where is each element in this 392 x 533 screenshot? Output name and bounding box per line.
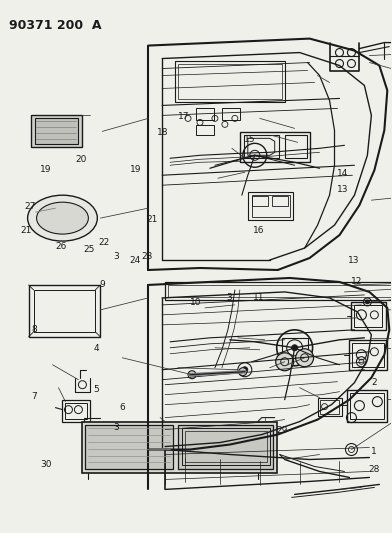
Text: 30: 30: [40, 460, 51, 469]
Bar: [168, 285, 392, 297]
Circle shape: [365, 300, 369, 304]
Bar: [175, 61, 285, 102]
Circle shape: [296, 349, 314, 367]
Text: 18: 18: [157, 128, 169, 137]
Bar: [62, 400, 91, 422]
Text: 15: 15: [244, 135, 256, 144]
Text: 1: 1: [371, 447, 377, 456]
Bar: [65, 402, 87, 418]
Text: 21: 21: [20, 226, 32, 235]
Text: 11: 11: [253, 293, 264, 302]
Bar: [354, 305, 382, 327]
Bar: [222, 108, 240, 120]
Bar: [272, 196, 288, 206]
Text: 23: 23: [142, 253, 153, 261]
Text: 9: 9: [100, 279, 105, 288]
Bar: [318, 398, 343, 416]
Text: 19: 19: [40, 165, 51, 174]
Text: 29: 29: [276, 426, 288, 435]
Bar: [178, 63, 282, 100]
Text: 12: 12: [350, 277, 362, 286]
Text: 10: 10: [189, 298, 201, 307]
Bar: [352, 343, 384, 367]
Bar: [182, 427, 270, 465]
Bar: [34, 290, 95, 332]
Circle shape: [292, 345, 298, 351]
Bar: [248, 192, 293, 220]
Text: 24: 24: [130, 256, 141, 264]
Text: 7: 7: [31, 392, 37, 401]
Bar: [29, 285, 100, 337]
Text: 5: 5: [94, 385, 99, 394]
Text: 90371 200  A: 90371 200 A: [9, 19, 101, 31]
Text: 16: 16: [253, 226, 264, 235]
Text: 3: 3: [113, 253, 119, 261]
Bar: [352, 302, 387, 330]
Bar: [31, 116, 82, 147]
Ellipse shape: [36, 202, 88, 234]
Bar: [196, 125, 214, 135]
Bar: [178, 425, 273, 470]
Text: 17: 17: [178, 112, 189, 121]
Circle shape: [188, 371, 196, 379]
Text: 28: 28: [368, 465, 379, 474]
Bar: [285, 135, 307, 158]
Bar: [196, 108, 214, 120]
Bar: [165, 282, 392, 300]
Text: 13: 13: [337, 185, 348, 194]
Bar: [319, 400, 339, 414]
Bar: [349, 340, 387, 370]
Text: 26: 26: [56, 242, 67, 251]
Circle shape: [242, 367, 248, 373]
Text: 19: 19: [130, 165, 141, 174]
Circle shape: [239, 368, 247, 376]
Bar: [185, 431, 267, 463]
Bar: [240, 132, 310, 162]
Text: 4: 4: [94, 344, 99, 353]
Text: 6: 6: [119, 403, 125, 412]
Text: 2: 2: [371, 378, 377, 387]
Ellipse shape: [27, 195, 97, 241]
Text: 3: 3: [113, 423, 119, 432]
Bar: [244, 135, 279, 158]
Text: 14: 14: [337, 169, 348, 178]
Text: 27: 27: [24, 203, 36, 212]
Bar: [252, 196, 268, 206]
Text: 22: 22: [98, 238, 110, 247]
Bar: [282, 338, 308, 358]
Text: 3: 3: [226, 293, 232, 302]
Text: 25: 25: [83, 245, 94, 254]
Circle shape: [276, 353, 294, 371]
Bar: [82, 422, 277, 473]
Text: 20: 20: [75, 155, 87, 164]
Text: 13: 13: [348, 256, 360, 264]
Text: 8: 8: [31, 325, 37, 334]
Text: 21: 21: [147, 215, 158, 224]
Bar: [347, 390, 387, 422]
Bar: [350, 393, 384, 418]
Bar: [252, 195, 290, 217]
Bar: [34, 118, 78, 144]
Bar: [85, 425, 173, 470]
